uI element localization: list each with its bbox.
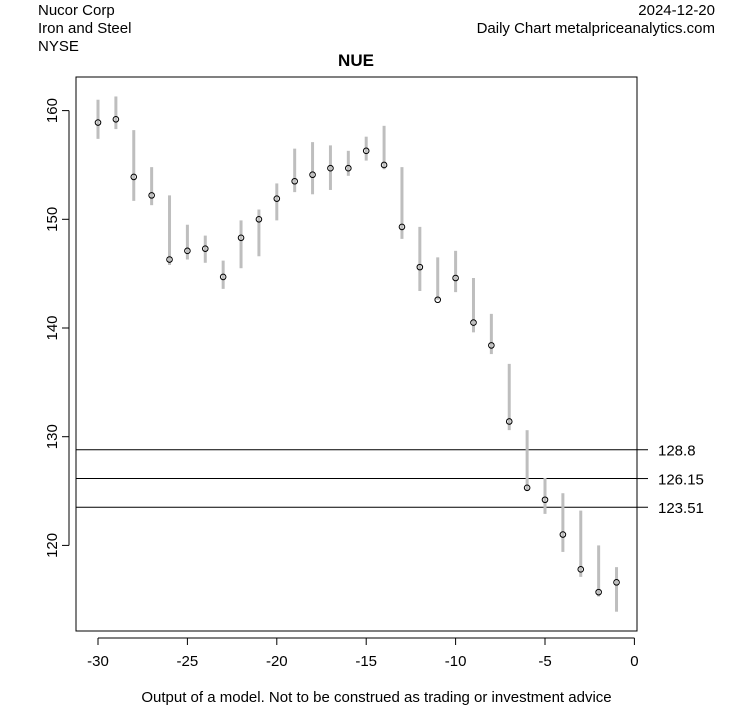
close-marker [219, 273, 227, 281]
close-marker [345, 164, 352, 172]
close-marker [452, 274, 459, 282]
y-tick-label: 130 [44, 424, 61, 449]
x-tick-label: -10 [445, 653, 467, 670]
close-marker [112, 115, 120, 123]
industry-label: Iron and Steel [38, 20, 132, 37]
close-marker [327, 164, 334, 172]
x-tick-label: -5 [538, 653, 551, 670]
x-tick-label: -15 [355, 653, 377, 670]
close-markers [94, 115, 620, 596]
level-label: 128.8 [658, 443, 696, 460]
y-tick-label: 140 [44, 315, 61, 340]
close-marker [416, 263, 424, 271]
close-marker [595, 588, 602, 596]
header-left: Nucor Corp Iron and Steel NYSE [38, 2, 131, 56]
close-marker [559, 531, 567, 538]
close-marker [291, 177, 298, 185]
close-marker [309, 171, 316, 179]
close-marker [130, 173, 138, 181]
close-marker [94, 119, 102, 126]
price-bars [96, 96, 619, 612]
close-marker [470, 319, 477, 326]
y-tick-label: 160 [44, 98, 61, 123]
level-lines: 128.8 126.15 123.51 [76, 443, 704, 517]
chart-title: NUE [338, 51, 374, 70]
level-label: 123.51 [658, 500, 704, 517]
close-marker [398, 223, 406, 231]
x-tick-label: -20 [266, 653, 288, 670]
x-tick-label: -30 [87, 653, 109, 670]
exchange-label: NYSE [38, 38, 79, 55]
chart-date: 2024-12-20 [638, 2, 715, 19]
close-marker [255, 216, 263, 223]
close-marker [148, 192, 155, 199]
level-label: 126.15 [658, 472, 704, 489]
close-marker [201, 245, 209, 252]
chart-source: Daily Chart metalpriceanalytics.com [476, 20, 715, 37]
x-tick-label: -25 [177, 653, 199, 670]
close-marker [273, 195, 281, 202]
close-marker [184, 247, 191, 255]
company-name: Nucor Corp [38, 2, 115, 19]
close-marker [577, 566, 585, 573]
close-marker [237, 234, 245, 242]
plot-frame [75, 76, 638, 632]
close-marker [362, 147, 370, 155]
close-marker [488, 342, 495, 349]
close-marker [541, 496, 549, 504]
header-right: 2024-12-20 Daily Chart metalpriceanalyti… [477, 2, 715, 38]
close-marker [166, 256, 173, 263]
y-axis: 120 130 140 150 160 [44, 98, 70, 558]
close-marker [613, 579, 620, 586]
close-marker [505, 418, 513, 425]
y-tick-label: 120 [44, 533, 61, 558]
x-axis: -30 -25 -20 -15 -10 -5 0 [87, 637, 639, 670]
disclaimer: Output of a model. Not to be construed a… [141, 689, 612, 706]
close-marker [523, 484, 531, 492]
close-marker [434, 296, 442, 304]
close-marker [380, 161, 388, 169]
x-tick-label: 0 [630, 653, 638, 670]
y-tick-label: 150 [44, 207, 61, 232]
